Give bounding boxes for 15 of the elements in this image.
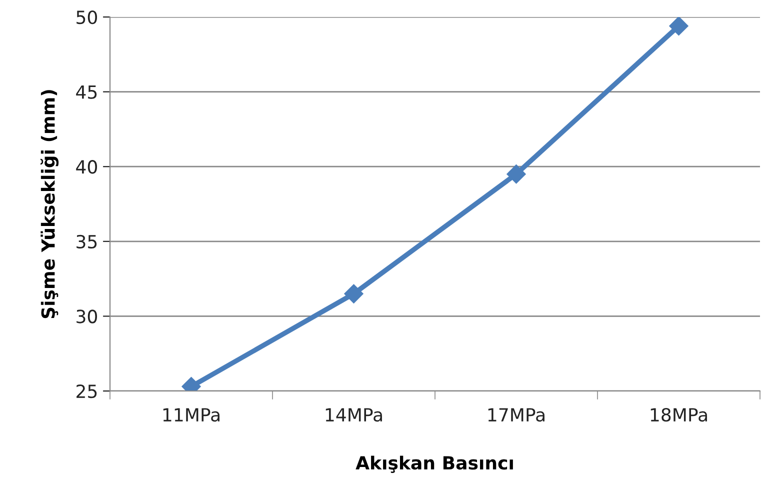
y-tick-label: 30 — [76, 310, 97, 324]
point — [669, 17, 688, 36]
y-tick-label: 35 — [76, 234, 97, 249]
y-tick-label: 50 — [76, 10, 97, 24]
y-tick-label: 45 — [76, 85, 97, 99]
y-axis-title: Şişme Yüksekliği (mm) — [40, 90, 59, 318]
x-tick-label: 17MPa — [488, 408, 544, 422]
x-axis-title: Akışkan Basıncı — [356, 456, 513, 473]
point — [506, 164, 526, 184]
y-tick-label: 25 — [76, 384, 97, 398]
y-tick-label: 40 — [76, 160, 97, 174]
point — [344, 284, 364, 304]
x-tick-label: 14MPa — [326, 408, 382, 422]
x-tick-label: 18MPa — [650, 408, 707, 422]
x-tick-label: 11MPa — [163, 408, 220, 422]
